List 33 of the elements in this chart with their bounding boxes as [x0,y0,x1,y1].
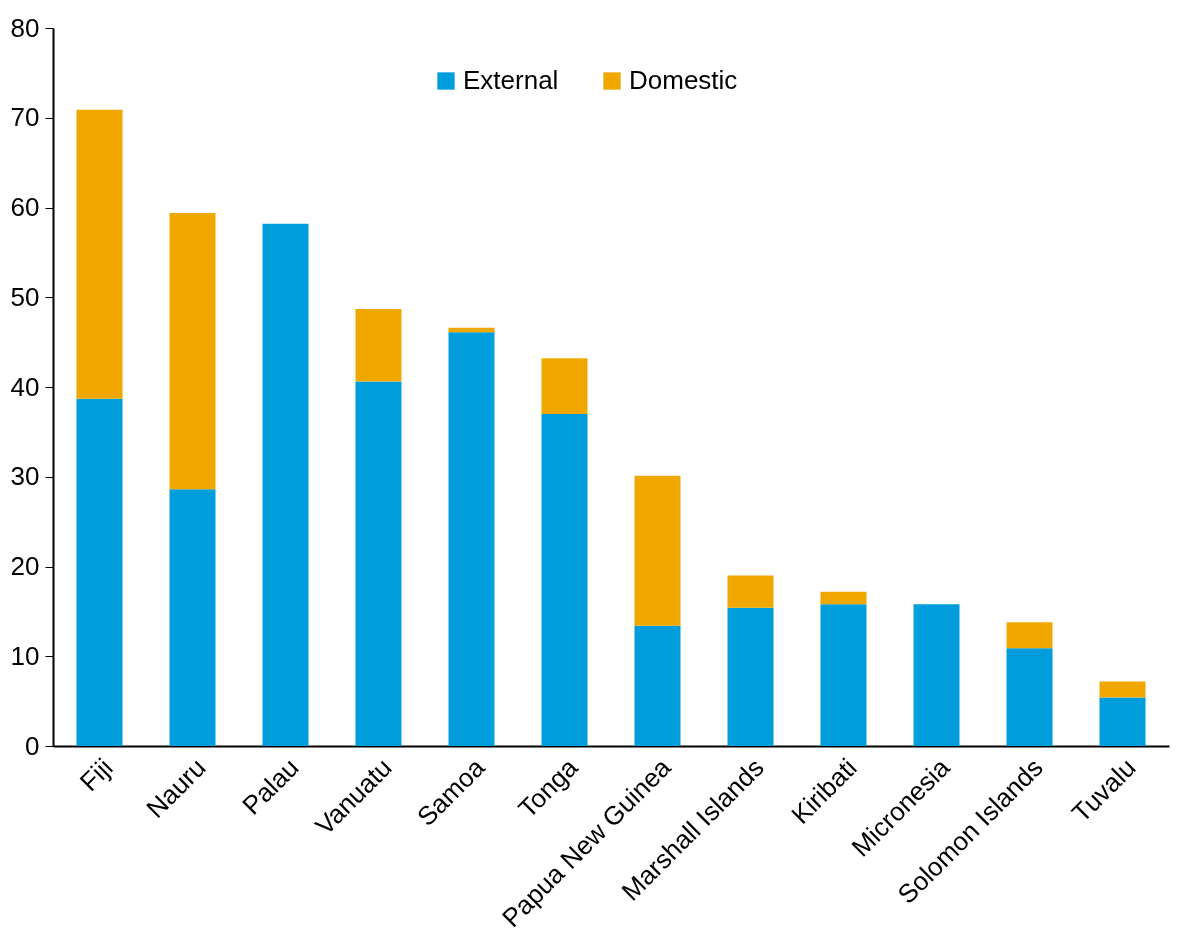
x-tick-label: Fiji [73,752,119,798]
y-tick-label: 60 [10,192,40,222]
bar [1099,697,1146,746]
bar [820,591,867,605]
bar [76,398,123,746]
bar [448,332,495,746]
bar [727,575,774,608]
bar [541,413,588,746]
bar [820,604,867,746]
y-tick-label: 10 [10,640,40,671]
bar [169,489,216,746]
bar [1006,648,1053,746]
bar [1099,681,1146,698]
y-tick-label: 50 [10,281,40,312]
bar [1006,622,1053,649]
legend-label: Domestic [629,65,738,95]
legend-label: External [463,65,559,95]
y-tick-label: 70 [10,102,40,133]
bar [169,212,216,490]
bar [76,109,123,399]
bar [913,604,960,746]
y-tick-label: 40 [10,371,40,402]
bar [634,625,681,746]
bar [541,358,588,414]
y-tick-label: 30 [10,461,40,492]
y-tick-label: 80 [10,12,40,43]
bar [634,475,681,626]
bar [262,223,309,746]
bar [355,381,402,746]
y-tick-label: 0 [25,730,40,761]
bar [355,308,402,382]
bar [727,607,774,746]
y-tick-label: 20 [10,551,40,581]
